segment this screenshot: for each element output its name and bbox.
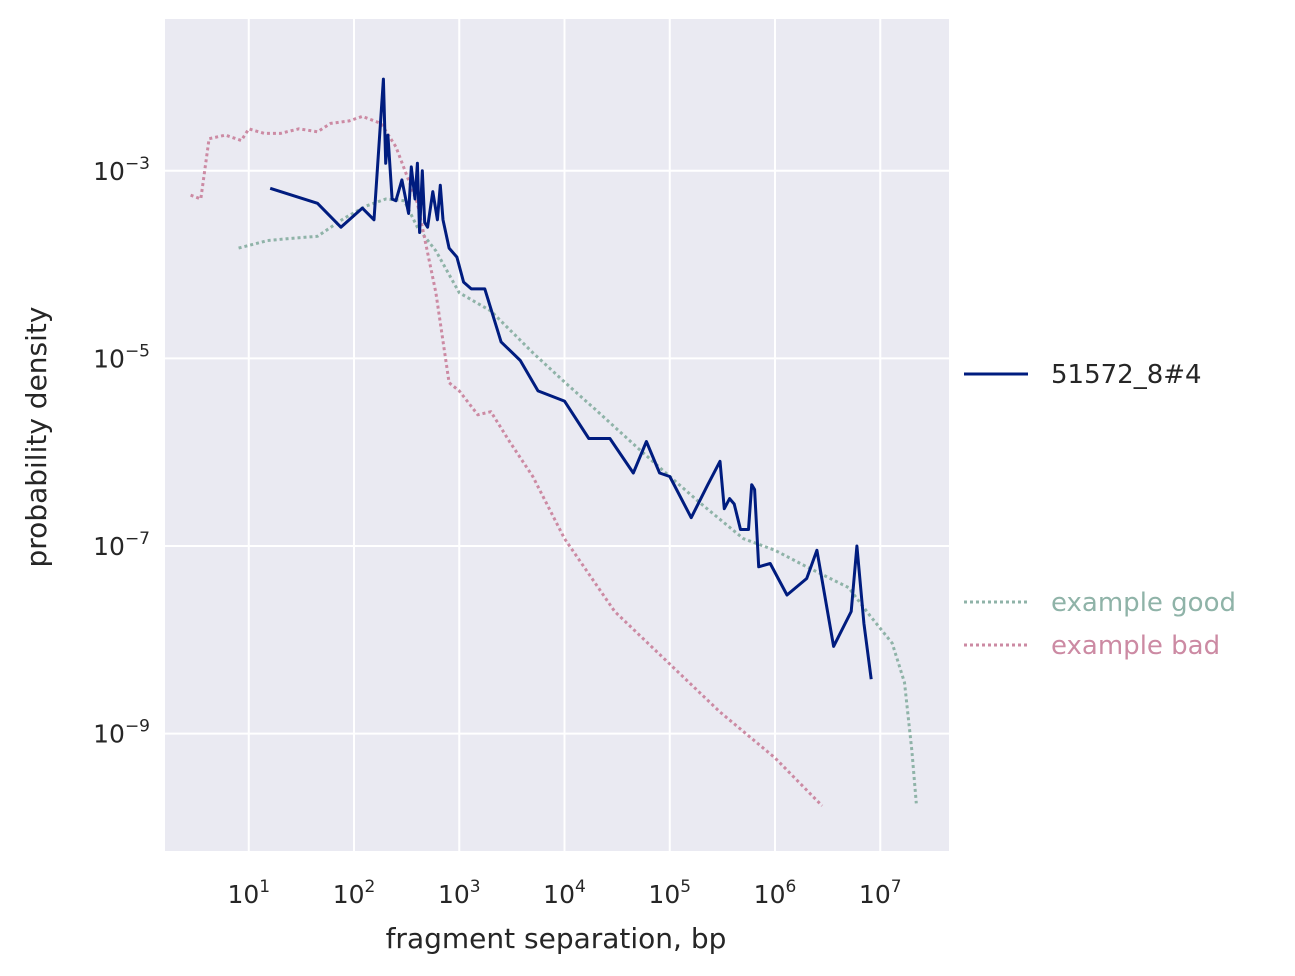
x-tick-label: 107 bbox=[859, 877, 902, 909]
legend-label: 51572_8#4 bbox=[1051, 360, 1202, 390]
legend-label: example bad bbox=[1051, 631, 1220, 661]
x-tick-label: 101 bbox=[227, 877, 270, 909]
x-tick-labels: 101 102 103 104 105 106 107 bbox=[227, 877, 901, 909]
plot-area bbox=[165, 19, 949, 851]
y-axis-label: probability density bbox=[20, 307, 53, 568]
y-tick-label: 10−9 bbox=[93, 717, 150, 749]
x-tick-label: 103 bbox=[438, 877, 481, 909]
y-tick-label: 10−3 bbox=[93, 154, 150, 186]
y-tick-labels: 10−3 10−5 10−7 10−9 bbox=[93, 154, 150, 749]
x-gridlines bbox=[247, 19, 882, 851]
x-tick-label: 105 bbox=[648, 877, 691, 909]
x-axis-label: fragment separation, bp bbox=[386, 922, 727, 955]
series-lines bbox=[190, 77, 918, 807]
x-tick-label: 102 bbox=[333, 877, 376, 909]
legend-label: example good bbox=[1051, 588, 1236, 618]
x-tick-label: 104 bbox=[543, 877, 586, 909]
series-line-example-bad bbox=[190, 114, 824, 807]
y-gridlines bbox=[165, 169, 949, 735]
y-tick-label: 10−5 bbox=[93, 341, 150, 373]
series-line-51572-8-4 bbox=[269, 77, 873, 680]
x-tick-label: 106 bbox=[754, 877, 797, 909]
y-tick-label: 10−7 bbox=[93, 529, 150, 561]
